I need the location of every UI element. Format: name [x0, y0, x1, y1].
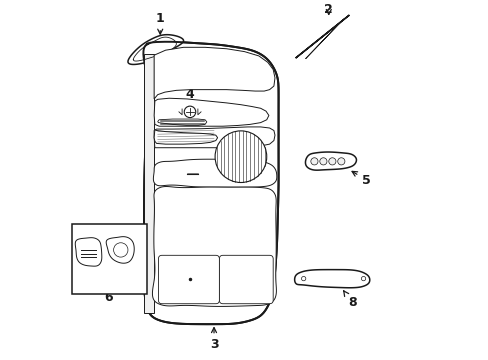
- Polygon shape: [128, 35, 183, 64]
- Polygon shape: [295, 15, 349, 58]
- Circle shape: [301, 276, 305, 281]
- FancyBboxPatch shape: [219, 255, 273, 304]
- Circle shape: [184, 106, 195, 118]
- Text: 2: 2: [324, 3, 332, 16]
- Text: 5: 5: [351, 171, 370, 186]
- Circle shape: [361, 276, 365, 281]
- FancyBboxPatch shape: [72, 224, 147, 294]
- Text: 3: 3: [209, 328, 218, 351]
- Polygon shape: [158, 119, 206, 126]
- Polygon shape: [154, 47, 274, 99]
- Circle shape: [113, 243, 128, 257]
- Text: 6: 6: [104, 291, 113, 304]
- Circle shape: [328, 158, 335, 165]
- Polygon shape: [305, 19, 343, 59]
- Polygon shape: [106, 237, 134, 263]
- Circle shape: [215, 131, 266, 183]
- Polygon shape: [153, 159, 276, 187]
- Polygon shape: [143, 42, 278, 324]
- Polygon shape: [154, 130, 217, 144]
- Circle shape: [337, 158, 344, 165]
- Polygon shape: [144, 54, 154, 313]
- Circle shape: [310, 158, 317, 165]
- Text: 4: 4: [185, 88, 194, 105]
- Text: 7: 7: [88, 266, 98, 285]
- Polygon shape: [305, 152, 356, 170]
- Polygon shape: [152, 186, 276, 306]
- FancyBboxPatch shape: [158, 255, 219, 304]
- Text: 1: 1: [156, 12, 164, 34]
- Polygon shape: [154, 98, 268, 126]
- Polygon shape: [294, 270, 369, 288]
- Circle shape: [319, 158, 326, 165]
- Text: 8: 8: [343, 291, 356, 309]
- Polygon shape: [75, 238, 102, 266]
- Polygon shape: [154, 127, 274, 148]
